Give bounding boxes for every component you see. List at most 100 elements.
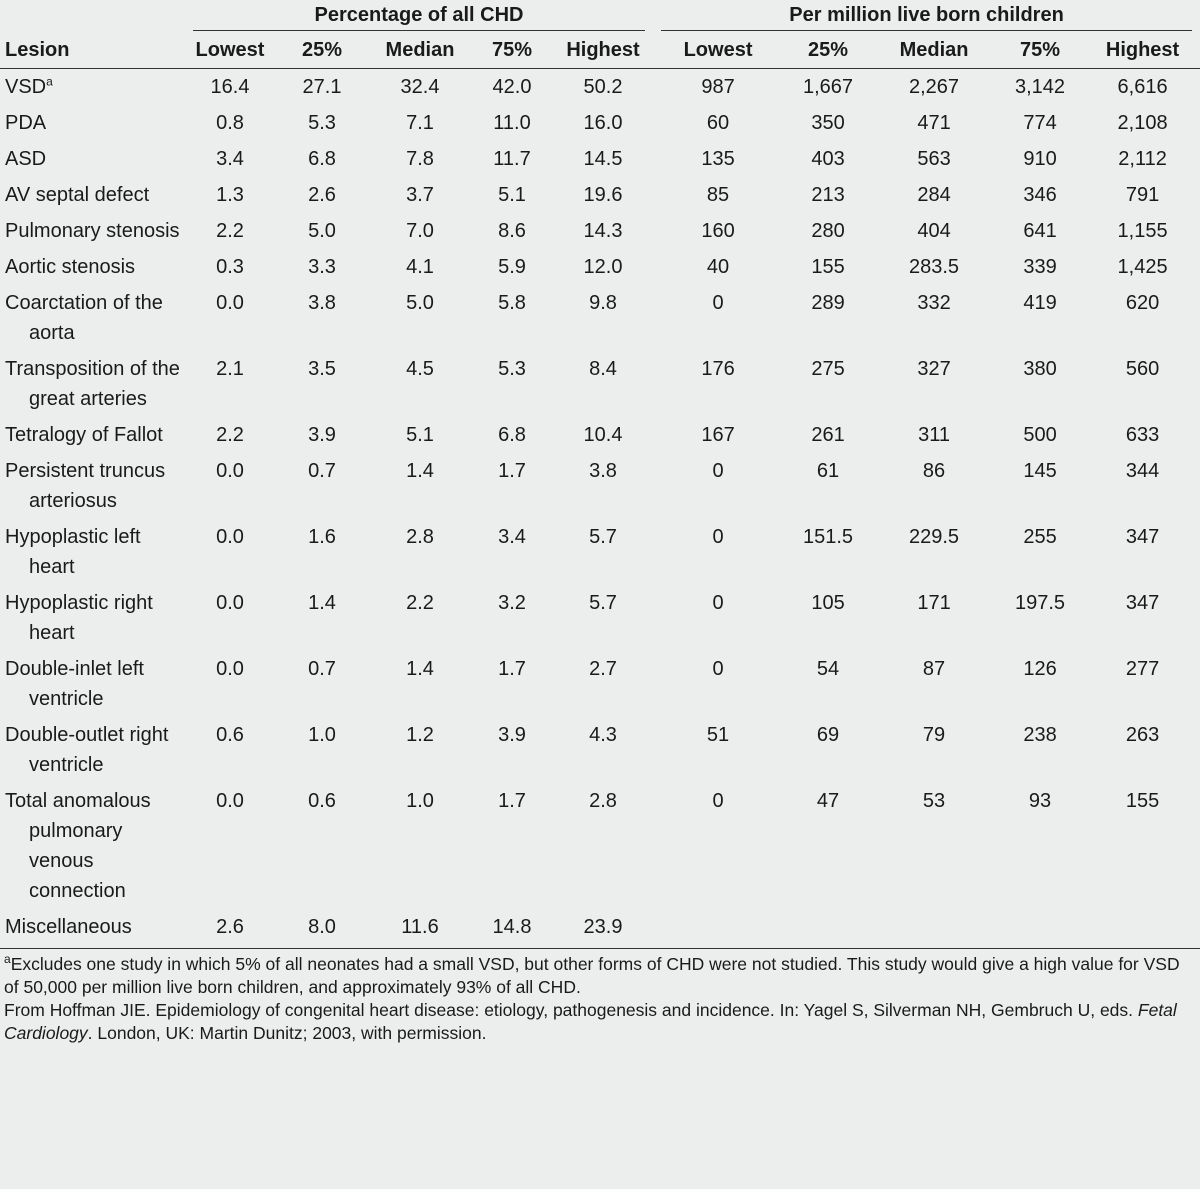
lesion-cell: Hypoplastic right heart: [0, 585, 185, 651]
value-cell: 289: [811, 292, 845, 314]
group-header-text: Percentage of all CHD: [193, 0, 646, 31]
table-row: Double-outlet right ventricle 0.6 1.0 1.2 3.…: [0, 717, 1200, 783]
lesion-cell: Miscellaneous: [0, 909, 185, 949]
value-cell: 263: [1125, 724, 1160, 746]
value-cell: 6.8: [498, 424, 526, 446]
value-cell: 16.4: [210, 76, 250, 98]
lesion-cell: Double-inlet left ventricle: [0, 651, 185, 717]
value-cell: 0: [712, 460, 724, 482]
value-cell: 40: [706, 256, 730, 278]
value-cell: 5.1: [406, 424, 434, 446]
footnote: aExcludes one study in which 5% of all n…: [4, 953, 1194, 999]
value-cell: 7.0: [406, 220, 434, 242]
lesion-cell: Hypoplastic left heart: [0, 519, 185, 585]
value-cell: 0.0: [216, 292, 244, 314]
value-cell: 2.2: [216, 220, 244, 242]
lesion-name: Transposition of the great arteries: [5, 358, 180, 410]
value-cell: 9.8: [589, 292, 617, 314]
lesion-name: Aortic stenosis: [5, 256, 136, 278]
value-cell: 1.3: [216, 184, 244, 206]
value-cell: 2,108: [1117, 112, 1168, 134]
table-row: VSDa 16.4 27.1 32.4 42.0 50.2 987 1,667 2,267 3,1…: [0, 69, 1200, 106]
value-cell: 86: [922, 460, 946, 482]
lesion-name: Tetralogy of Fallot: [5, 424, 163, 446]
value-cell: 633: [1125, 424, 1160, 446]
value-cell: 791: [1125, 184, 1160, 206]
value-cell: 79: [922, 724, 946, 746]
value-cell: 0: [712, 292, 724, 314]
value-cell: 47: [816, 790, 840, 812]
value-cell: 3.2: [498, 592, 526, 614]
value-cell: 2.7: [589, 658, 617, 680]
value-cell: 85: [706, 184, 730, 206]
value-cell: 255: [1023, 526, 1057, 548]
lesion-cell: AV septal defect: [0, 177, 185, 213]
value-cell: 987: [701, 76, 735, 98]
value-cell: 54: [816, 658, 840, 680]
value-cell: 3.8: [589, 460, 617, 482]
value-cell: 14.8: [471, 909, 553, 949]
column-header: 25%: [275, 31, 369, 69]
table-row: Transposition of the great arteries 2.1 3.…: [0, 351, 1200, 417]
value-cell: 160: [701, 220, 735, 242]
value-cell: 339: [1023, 256, 1057, 278]
table-row: Pulmonary stenosis 2.2 5.0 7.0 8.6 14.3 160 280…: [0, 213, 1200, 249]
value-cell: 14.3: [583, 220, 623, 242]
column-header: 75%: [995, 31, 1086, 69]
value-cell: 1,425: [1117, 256, 1168, 278]
group-header: Percentage of all CHD: [185, 0, 653, 31]
column-header: Highest: [1085, 31, 1200, 69]
value-cell: 500: [1023, 424, 1057, 446]
source-text: From Hoffman JIE. Epidemiology of congen…: [4, 1000, 1138, 1020]
value-cell: 2.6: [308, 184, 336, 206]
column-header: Lesion: [0, 31, 185, 69]
value-cell: 10.4: [583, 424, 623, 446]
value-cell: 560: [1125, 358, 1160, 380]
value-cell: 311: [918, 424, 950, 446]
value-cell: 344: [1125, 460, 1160, 482]
table-row: Aortic stenosis 0.3 3.3 4.1 5.9 12.0 40 155 283.…: [0, 249, 1200, 285]
value-cell: 1.6: [308, 526, 336, 548]
value-cell: 229.5: [909, 526, 960, 548]
lesion-cell: Double-outlet right ventricle: [0, 717, 185, 783]
lesion-name: Miscellaneous: [5, 916, 132, 938]
value-cell: 2.8: [406, 526, 434, 548]
value-cell: 1.0: [308, 724, 336, 746]
table-row: PDA 0.8 5.3 7.1 11.0 16.0 60 350 471 774 2,108: [0, 105, 1200, 141]
lesion-name: AV septal defect: [5, 184, 150, 206]
lesion-cell: Total anomalous pulmonary venous connect…: [0, 783, 185, 909]
value-cell: 4.5: [406, 358, 434, 380]
table-row: Double-inlet left ventricle 0.0 0.7 1.4 1.7 2…: [0, 651, 1200, 717]
lesion-name: VSD: [5, 76, 47, 98]
value-cell: 3.9: [308, 424, 336, 446]
value-cell: 27.1: [302, 76, 342, 98]
value-cell: 774: [1023, 112, 1057, 134]
value-cell: 23.9: [553, 909, 654, 949]
value-cell: 404: [917, 220, 951, 242]
value-cell: 126: [1023, 658, 1057, 680]
value-cell: 0.7: [308, 460, 336, 482]
value-cell: 2,267: [909, 76, 960, 98]
value-cell: 8.0: [275, 909, 369, 949]
value-cell: 105: [811, 592, 845, 614]
value-cell: 5.7: [589, 592, 617, 614]
lesion-name: Double-inlet left ventricle: [5, 658, 144, 710]
value-cell: 563: [917, 148, 951, 170]
value-cell: 176: [701, 358, 735, 380]
lesion-name: Hypoplastic right heart: [5, 592, 153, 644]
value-cell: 8.4: [589, 358, 617, 380]
value-cell: 145: [1023, 460, 1057, 482]
value-cell: 0.0: [216, 460, 244, 482]
spacer: [0, 0, 185, 31]
value-cell: 346: [1023, 184, 1057, 206]
table-row: Tetralogy of Fallot 2.2 3.9 5.1 6.8 10.4 167 26…: [0, 417, 1200, 453]
value-cell: 1.0: [406, 790, 434, 812]
group-header: Per million live born children: [653, 0, 1200, 31]
table-row: Hypoplastic right heart 0.0 1.4 2.2 3.2 5.7 0 1…: [0, 585, 1200, 651]
lesion-cell: Pulmonary stenosis: [0, 213, 185, 249]
value-cell: 5.0: [406, 292, 434, 314]
column-header: 25%: [783, 31, 874, 69]
value-cell: 12.0: [583, 256, 623, 278]
value-cell: 11.0: [493, 112, 531, 134]
